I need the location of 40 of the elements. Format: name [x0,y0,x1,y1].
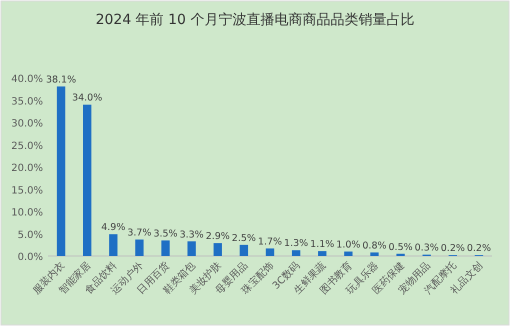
data-label: 1.0% [336,240,360,251]
bar [135,240,144,256]
data-label: 38.1% [46,74,76,86]
data-label: 2.9% [206,231,230,242]
y-tick-label: 0.0% [18,252,43,263]
y-tick-label: 25.0% [11,140,43,152]
y-tick-label: 10.0% [11,208,43,218]
bar [187,241,196,256]
y-tick-label: 35.0% [11,96,43,108]
data-label: 1.1% [310,239,334,250]
bar [344,252,353,256]
data-label: 0.2% [440,243,465,254]
y-tick-label: 15.0% [11,185,43,196]
y-tick-label: 20.0% [11,163,43,174]
data-label: 3.3% [180,229,204,240]
data-label: 1.7% [258,236,282,248]
bar [83,104,92,256]
data-label: 3.5% [153,228,178,240]
bar [318,251,326,256]
bar [370,252,379,256]
data-label: 0.3% [414,242,439,254]
data-label: 1.3% [284,238,308,250]
data-label: 0.2% [466,243,492,254]
y-tick-label: 40.0% [11,74,43,85]
data-label: 0.5% [388,242,413,253]
bar [292,250,300,256]
y-tick-label: 30.0% [11,118,43,130]
chart-title: 2024 年前 10 个月宁波直播电商商品品类销量占比 [96,12,414,28]
data-label: 3.7% [127,228,152,239]
bar [109,234,118,256]
bar [240,244,248,256]
bar [56,86,66,256]
bar [214,243,222,256]
y-tick-label: 5.0% [18,230,43,241]
data-label: 0.8% [362,240,387,252]
data-label: 34.0% [72,92,102,104]
data-label: 4.9% [101,222,126,234]
bar [161,240,170,256]
bar [266,248,274,256]
data-label: 2.5% [232,232,256,244]
